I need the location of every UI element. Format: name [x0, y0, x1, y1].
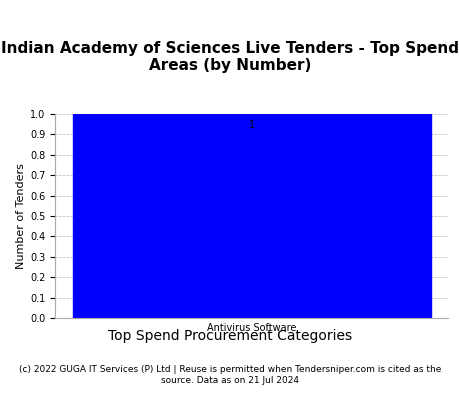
Text: Top Spend Procurement Categories: Top Spend Procurement Categories	[108, 329, 351, 343]
Text: 1: 1	[248, 120, 254, 130]
Text: (c) 2022 GUGA IT Services (P) Ltd | Reuse is permitted when Tendersniper.com is : (c) 2022 GUGA IT Services (P) Ltd | Reus…	[19, 365, 440, 385]
Y-axis label: Number of Tenders: Number of Tenders	[16, 163, 26, 269]
Text: Indian Academy of Sciences Live Tenders - Top Spend
Areas (by Number): Indian Academy of Sciences Live Tenders …	[1, 41, 458, 73]
